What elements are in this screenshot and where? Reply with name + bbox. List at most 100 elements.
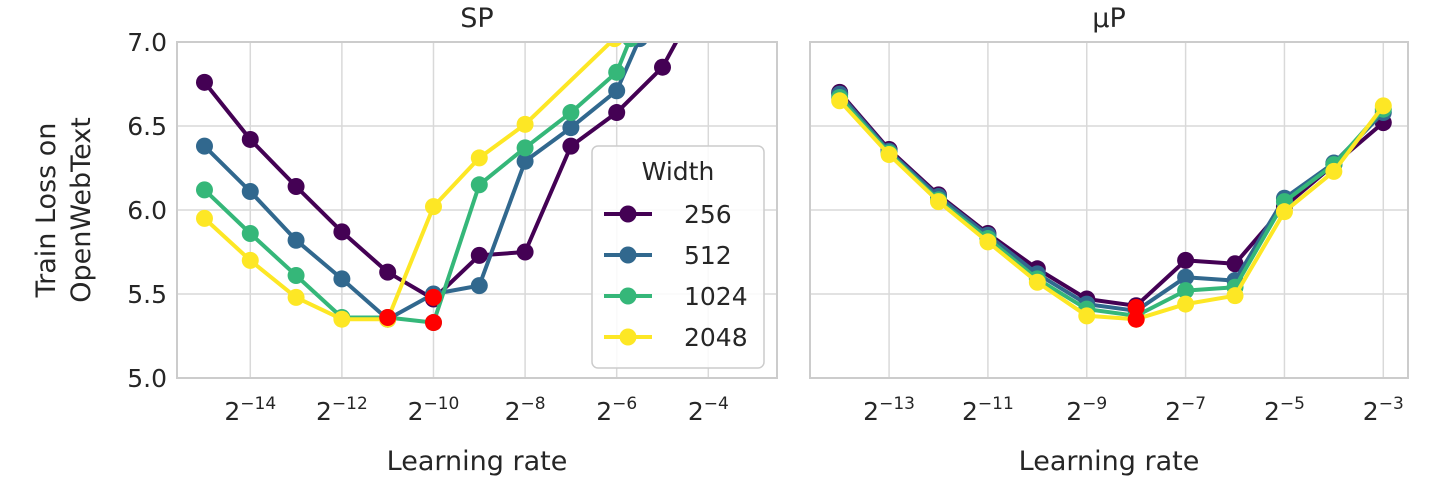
legend-marker-1024 <box>619 287 637 305</box>
y-tick-label: 6.0 <box>127 196 167 225</box>
data-point-256 <box>241 130 259 148</box>
data-point-2048 <box>831 92 849 110</box>
data-point-2048 <box>606 42 623 48</box>
x-tick-label: 2−7 <box>1165 394 1206 426</box>
data-point-1024 <box>241 225 259 243</box>
data-point-256 <box>195 73 213 91</box>
legend-label-256: 256 <box>684 200 732 229</box>
data-point-256 <box>287 177 305 195</box>
data-point-2048 <box>1275 203 1293 221</box>
data-point-256 <box>516 243 534 261</box>
panel-title-mup: μP <box>1092 3 1125 34</box>
data-point-1024 <box>562 104 580 122</box>
legend-title: Width <box>642 157 715 186</box>
x-tick-label: 2−3 <box>1363 394 1404 426</box>
data-point-2048 <box>979 233 997 251</box>
data-point-1024 <box>622 42 639 48</box>
data-point-512 <box>333 270 351 288</box>
data-point-2048 <box>1226 287 1244 305</box>
data-point-1024 <box>195 181 213 199</box>
series-sp <box>195 42 683 332</box>
x-tick-label: 2−12 <box>316 394 368 426</box>
series-mup <box>831 83 1392 328</box>
optimum-point <box>1127 310 1145 328</box>
data-point-256 <box>333 223 351 241</box>
data-point-512 <box>1177 268 1195 286</box>
data-point-1024 <box>608 63 626 81</box>
ticks-mup: 2−13 2−11 2−9 2−7 2−5 2−3 <box>863 394 1404 426</box>
data-point-256 <box>470 246 488 264</box>
series-line-2048 <box>838 99 1385 322</box>
y-axis-label-line1: Train Loss on <box>31 123 62 299</box>
ticks-sp: 5.0 5.5 6.0 6.5 7.0 2−14 2−12 2−10 2−8 2−6 2−4 <box>127 28 729 426</box>
x-axis-label-sp: Learning rate <box>387 446 568 477</box>
y-tick-label: 5.0 <box>127 364 167 393</box>
legend-label-2048: 2048 <box>684 323 748 352</box>
panel-title-sp: SP <box>460 3 493 34</box>
plot-frame-sp <box>176 41 778 379</box>
data-point-512 <box>241 183 259 201</box>
y-tick-label: 5.5 <box>127 280 167 309</box>
data-point-2048 <box>1374 97 1392 115</box>
data-point-1024 <box>1177 282 1195 300</box>
optimum-point <box>424 314 442 332</box>
series-line-512 <box>838 92 1385 313</box>
x-tick-label: 2−13 <box>863 394 915 426</box>
chart-panel-mup: μP 2−13 2−11 2−9 2−7 2−5 2−3 Learning rate <box>809 3 1409 477</box>
x-tick-label: 2−10 <box>408 394 460 426</box>
x-axis-label-mup: Learning rate <box>1019 446 1200 477</box>
data-point-2048 <box>1028 273 1046 291</box>
series-line-2048 <box>203 42 614 322</box>
data-point-512 <box>287 231 305 249</box>
legend-label-512: 512 <box>684 241 732 270</box>
optimum-point <box>424 288 442 306</box>
data-point-256 <box>653 58 671 76</box>
data-point-512 <box>516 152 534 170</box>
x-tick-label: 2−5 <box>1264 394 1305 426</box>
data-point-2048 <box>1325 162 1343 180</box>
data-point-1024 <box>287 267 305 285</box>
optimum-point <box>379 309 397 327</box>
data-point-2048 <box>195 209 213 227</box>
data-point-256 <box>562 137 580 155</box>
data-point-2048 <box>1078 307 1096 325</box>
x-tick-label: 2−9 <box>1066 394 1107 426</box>
plot-frame-mup <box>809 41 1409 379</box>
x-tick-label: 2−14 <box>224 394 276 426</box>
data-point-256 <box>608 104 626 122</box>
data-point-512 <box>195 137 213 155</box>
data-point-2048 <box>880 146 898 164</box>
legend-box <box>591 145 765 369</box>
data-point-2048 <box>333 310 351 328</box>
data-point-2048 <box>424 198 442 216</box>
data-point-512 <box>562 119 580 137</box>
legend-marker-512 <box>619 246 637 264</box>
legend-marker-256 <box>619 205 637 223</box>
data-point-2048 <box>470 149 488 167</box>
data-point-1024 <box>470 176 488 194</box>
data-point-2048 <box>929 193 947 211</box>
data-point-2048 <box>1177 295 1195 313</box>
data-point-256 <box>1226 255 1244 273</box>
data-point-2048 <box>516 115 534 133</box>
y-tick-label: 7.0 <box>127 28 167 57</box>
data-point-2048 <box>287 288 305 306</box>
data-point-512 <box>470 277 488 295</box>
legend-label-1024: 1024 <box>684 282 748 311</box>
x-tick-label: 2−8 <box>505 394 546 426</box>
series-line-1024 <box>203 42 632 325</box>
x-tick-label: 2−6 <box>596 394 637 426</box>
legend: Width 256 512 1024 2048 <box>591 145 765 369</box>
data-point-512 <box>608 82 626 100</box>
optimum-point <box>1127 298 1145 316</box>
data-point-256 <box>1177 251 1195 269</box>
data-point-256 <box>679 42 683 43</box>
data-point-256 <box>379 263 397 281</box>
x-tick-label: 2−4 <box>688 394 729 426</box>
series-line-256 <box>202 42 679 301</box>
y-axis-label-line2: OpenWebText <box>66 117 97 303</box>
gridlines-mup <box>810 41 1408 379</box>
data-point-2048 <box>241 251 259 269</box>
data-point-1024 <box>516 139 534 157</box>
